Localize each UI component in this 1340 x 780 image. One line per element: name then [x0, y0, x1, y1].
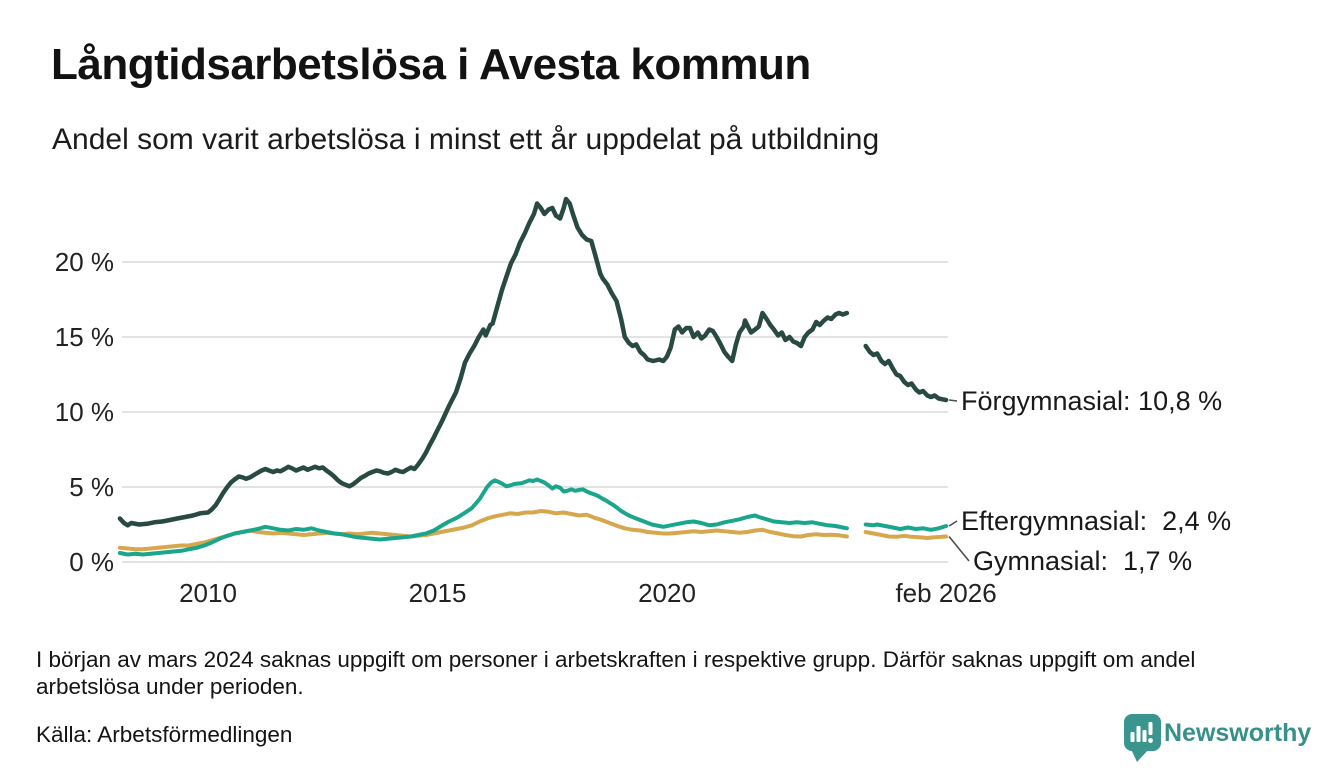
- series-end-label-förgymnasial: Förgymnasial: 10,8 %: [961, 386, 1223, 416]
- y-axis-tick-label: 5 %: [69, 472, 114, 502]
- newsworthy-brand-label: Newsworthy: [1164, 719, 1312, 747]
- x-axis-tick-label: 2020: [638, 578, 696, 608]
- series-line-eftergymnasial: [117, 477, 849, 557]
- series-end-label-eftergymnasial: Eftergymnasial: 2,4 %: [961, 506, 1232, 536]
- chart-subtitle: Andel som varit arbetslösa i minst ett å…: [52, 123, 880, 156]
- y-axis-tick-label: 10 %: [54, 397, 114, 427]
- y-axis-tick-label: 15 %: [54, 322, 114, 352]
- series-line-förgymnasial: [117, 196, 850, 528]
- series-line-förgymnasial: [863, 343, 949, 403]
- label-connector-eftergymnasial: [948, 520, 958, 527]
- series-end-label-gymnasial: Gymnasial: 1,7 %: [973, 546, 1193, 576]
- chart-footnote: I början av mars 2024 saknas uppgift om …: [36, 647, 1196, 699]
- label-connector-förgymnasial: [948, 399, 958, 402]
- label-connector-gymnasial: [948, 535, 970, 562]
- y-axis-tick-label: 0 %: [69, 547, 114, 577]
- series-line-gymnasial: [863, 530, 949, 540]
- x-axis-tick-label: 2015: [408, 578, 467, 608]
- x-axis-tick-label: 2010: [179, 578, 237, 608]
- source-label: Källa: Arbetsförmedlingen: [36, 722, 293, 747]
- x-axis-tick-label: feb 2026: [895, 578, 997, 608]
- page-title: Långtidsarbetslösa i Avesta kommun: [51, 40, 811, 89]
- y-axis-tick-label: 20 %: [54, 247, 114, 277]
- series-line-eftergymnasial: [863, 522, 949, 532]
